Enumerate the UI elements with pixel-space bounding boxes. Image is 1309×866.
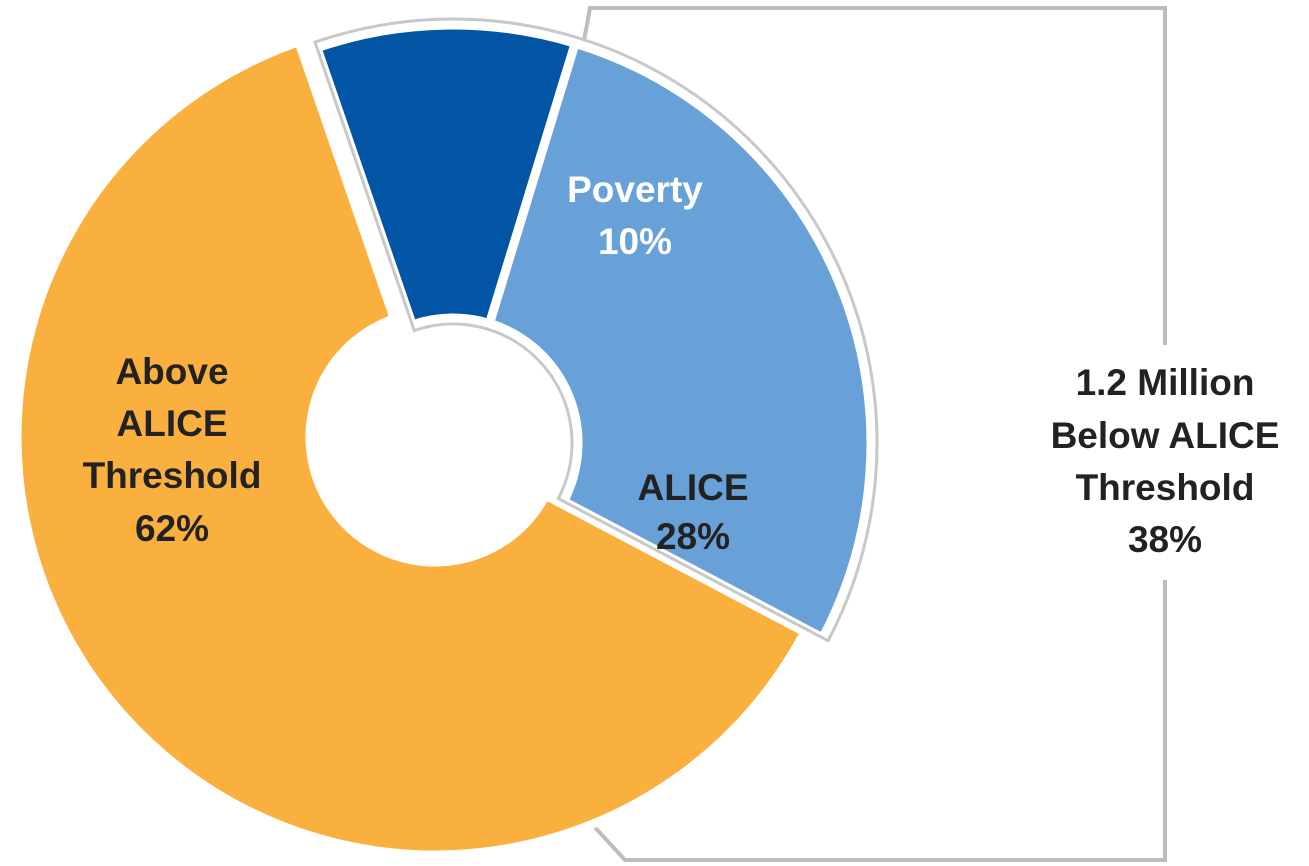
slice-above [12,37,810,860]
slice-label-poverty: Poverty [567,169,703,210]
slice-label-above-2: Threshold [83,455,262,496]
slice-value-alice: 28% [656,516,730,557]
slice-value-above: 62% [135,508,209,549]
bracket-group [581,6,1167,862]
slice-label-above-0: Above [115,351,228,392]
slice-label-above-1: ALICE [117,403,228,444]
labels-group: Above ALICE Threshold 62% Poverty 10% AL… [83,169,1280,560]
bracket-label-1: Below ALICE [1051,415,1280,456]
slice-label-alice: ALICE [638,467,749,508]
below-threshold-outline [313,17,879,643]
slices-group [12,17,879,860]
bracket-value: 38% [1128,519,1202,560]
below-threshold-bracket-lower [588,580,1167,862]
below-threshold-bracket [581,6,1167,345]
bracket-label-0: 1.2 Million [1076,362,1255,403]
slice-value-poverty: 10% [598,221,672,262]
bracket-label-2: Threshold [1076,467,1255,508]
slice-alice [485,38,876,643]
